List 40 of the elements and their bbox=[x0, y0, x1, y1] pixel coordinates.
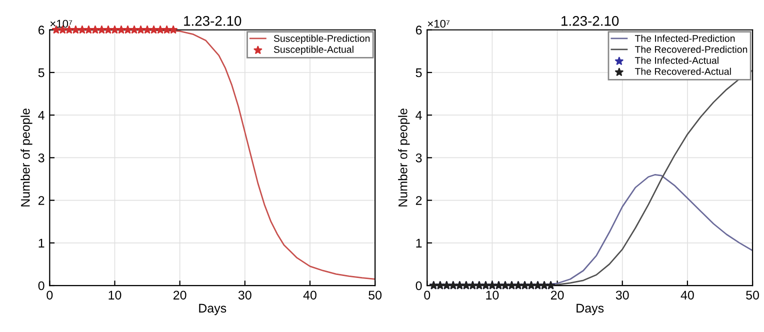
x-tick-label: 10 bbox=[108, 290, 122, 300]
legend-label: The Recovered-Actual bbox=[634, 68, 731, 75]
x-tick-label: 20 bbox=[174, 290, 186, 300]
y-axis-title: Number of people bbox=[20, 108, 32, 206]
y-tick-label: 0 bbox=[38, 281, 44, 290]
y-tick-label: 1 bbox=[416, 238, 422, 248]
y-tick-label: 1 bbox=[38, 238, 44, 248]
x-axis-title: Days bbox=[576, 304, 604, 316]
x-tick-label: 10 bbox=[486, 290, 499, 300]
legend-label: Susceptible-Prediction bbox=[274, 34, 370, 44]
y-tick-label: 4 bbox=[416, 111, 422, 120]
text: ×10⁷ bbox=[428, 20, 450, 28]
chart-title: 1.23-2.10 bbox=[184, 16, 242, 26]
y-tick-label: 3 bbox=[416, 154, 422, 162]
y-tick-label: 3 bbox=[38, 154, 44, 162]
x-tick-label: 30 bbox=[616, 290, 629, 300]
x-tick-label: 0 bbox=[46, 290, 53, 300]
x-tick-label: 0 bbox=[424, 290, 430, 300]
x-tick-label: 40 bbox=[680, 290, 694, 300]
y-tick-label: 6 bbox=[416, 26, 422, 35]
legend-label: The Infected-Prediction bbox=[634, 34, 735, 42]
x-tick-label: 30 bbox=[238, 290, 252, 300]
text: ×10⁷ bbox=[50, 20, 72, 28]
y-tick-label: 6 bbox=[38, 26, 44, 35]
chart-title: 1.23-2.10 bbox=[562, 16, 619, 26]
x-tick-label: 50 bbox=[368, 290, 382, 300]
legend-label: The Recovered-Prediction bbox=[634, 46, 748, 53]
x-tick-label: 40 bbox=[303, 290, 316, 300]
x-tick-label: 50 bbox=[746, 290, 760, 300]
y-tick-label: 5 bbox=[38, 68, 44, 78]
legend-label: The Infected-Actual bbox=[634, 56, 718, 64]
y-tick-label: 0 bbox=[416, 281, 422, 290]
y-tick-label: 2 bbox=[416, 196, 422, 205]
y-tick-label: 5 bbox=[416, 68, 422, 78]
x-tick-label: 20 bbox=[550, 290, 564, 300]
legend-label: Susceptible-Actual bbox=[274, 46, 354, 55]
y-axis-title: Number of people bbox=[398, 108, 410, 206]
y-tick-label: 4 bbox=[38, 111, 44, 120]
y-tick-label: 2 bbox=[38, 196, 44, 205]
x-axis-title: Days bbox=[199, 304, 226, 316]
